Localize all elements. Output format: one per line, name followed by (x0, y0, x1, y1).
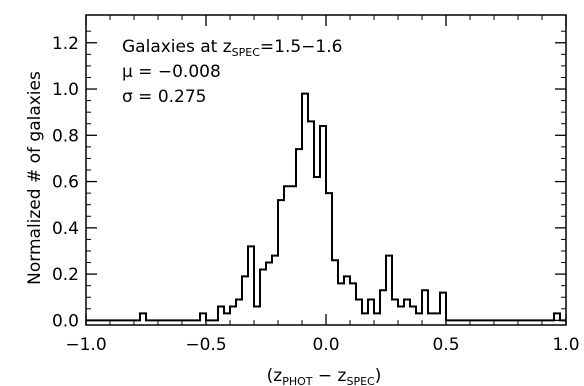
y-tick-label: 1.2 (52, 34, 79, 54)
y-tick-label: 0.8 (52, 126, 79, 146)
histogram-bar (428, 313, 434, 320)
x-tick-label: −1.0 (65, 335, 106, 355)
y-tick-label: 1.0 (52, 80, 79, 100)
histogram-bar (434, 313, 440, 320)
y-axis-label: Normalized # of galaxies (25, 71, 45, 285)
axis-tick-labels: −1.0 −0.5 0.0 0.5 1.0 0.0 0.2 0.4 0.6 0.8 1.0 1.2 (52, 34, 580, 355)
y-tick-label: 0.4 (52, 219, 79, 239)
histogram-bar (398, 306, 404, 320)
y-tick-label: 0.0 (52, 311, 79, 331)
histogram-bar (224, 313, 230, 320)
x-tick-label: 0.0 (312, 335, 339, 355)
y-tick-label: 0.6 (52, 173, 79, 193)
annotation-block: Galaxies at zSPEC=1.5−1.6 μ = −0.008 σ =… (122, 37, 342, 107)
histogram-bar (272, 256, 278, 321)
annotation-sigma: σ = 0.275 (122, 87, 207, 107)
histogram-bar (362, 313, 368, 320)
axis-ticks (85, 15, 567, 325)
histogram-bar (290, 186, 296, 320)
annotation-sample: Galaxies at zSPEC=1.5−1.6 (122, 37, 342, 59)
histogram-outline (86, 92, 566, 322)
x-tick-label: −0.5 (185, 335, 226, 355)
histogram-bar (266, 263, 272, 321)
x-tick-label: 0.5 (432, 335, 459, 355)
histogram-bar (416, 313, 422, 320)
annotation-mean: μ = −0.008 (122, 62, 221, 82)
histogram-bar (338, 283, 344, 320)
y-tick-label: 0.2 (52, 265, 79, 285)
x-tick-label: 1.0 (552, 335, 579, 355)
histogram-bar (314, 177, 320, 320)
histogram-bars (140, 94, 560, 321)
x-axis-label: (zPHOT − zSPEC) (267, 366, 382, 386)
histogram-bar (284, 186, 290, 320)
histogram-bar (254, 306, 260, 320)
histogram-bar (374, 313, 380, 320)
